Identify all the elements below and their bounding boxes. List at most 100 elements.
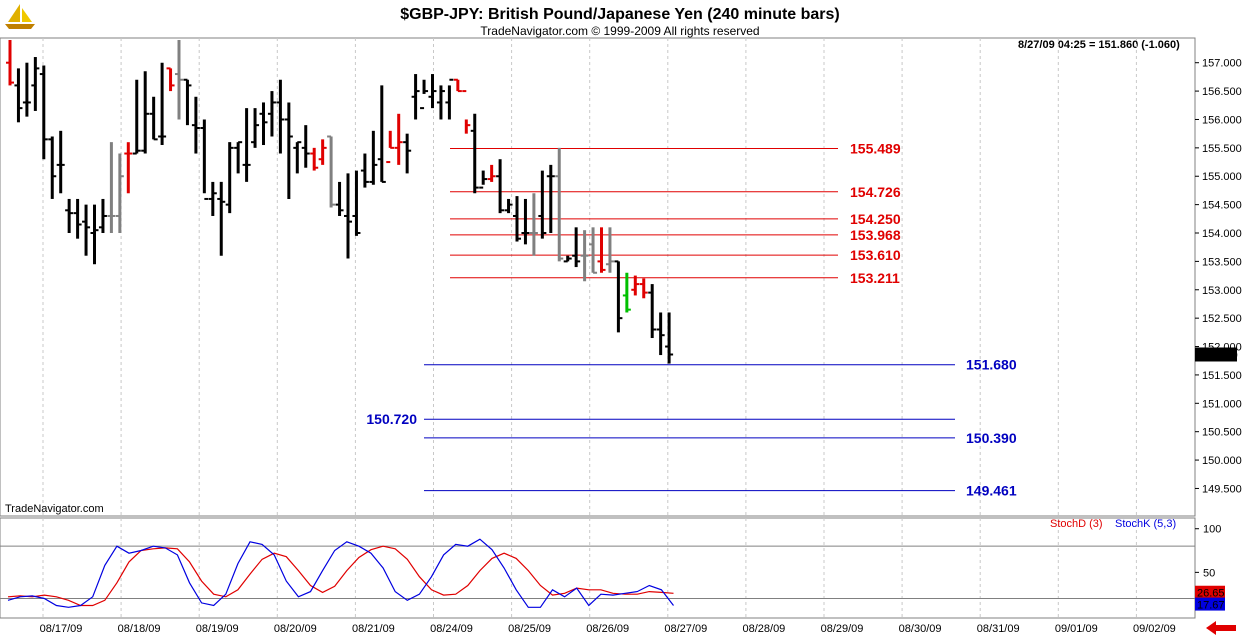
x-tick-label: 08/31/09: [977, 623, 1020, 635]
ohlc-bar: [73, 198, 82, 239]
ohlc-bar: [208, 181, 217, 216]
ohlc-bar: [141, 71, 150, 154]
level-label: 154.726: [850, 184, 901, 200]
grid: [42, 38, 1137, 516]
ohlc-bar: [369, 130, 378, 185]
ohlc-bar: [487, 164, 496, 182]
ohlc-bar: [563, 255, 572, 263]
ohlc-bar: [665, 312, 674, 364]
y-tick-label: 155.000: [1202, 171, 1242, 183]
y-tick-label: 155.500: [1202, 143, 1242, 155]
y-tick-label: 157.000: [1202, 58, 1242, 70]
level-label: 153.968: [850, 227, 901, 243]
ohlc-bar: [310, 147, 319, 171]
ohlc-bar: [31, 57, 40, 111]
ohlc-bar: [529, 193, 538, 256]
x-tick-label: 08/26/09: [586, 623, 629, 635]
x-tick-label: 08/18/09: [118, 623, 161, 635]
ohlc-bar: [360, 153, 369, 188]
chart-title: $GBP-JPY: British Pound/Japanese Yen (24…: [400, 6, 840, 23]
watermark: TradeNavigator.com: [5, 503, 104, 515]
date-axis: 08/17/09 08/18/09 08/19/09 08/20/09 08/21/09…: [40, 623, 1176, 635]
ohlc-bar: [445, 78, 454, 120]
ohlc-bar: [453, 78, 462, 93]
level-label: 153.610: [850, 247, 901, 263]
y-tick-label: 150.000: [1202, 455, 1242, 467]
price-axis: 149.500150.000150.500151.000151.500152.0…: [1195, 58, 1242, 495]
ohlc-bar: [259, 102, 268, 146]
level-label: 153.211: [850, 270, 900, 286]
x-tick-label: 08/28/09: [742, 623, 785, 635]
ohlc-bar: [251, 108, 260, 148]
ohlc-bar: [301, 125, 310, 168]
last-value-label: 26.65: [1197, 588, 1225, 600]
ohlc-bar: [242, 108, 251, 182]
y-tick-label: 156.500: [1202, 86, 1242, 98]
level-label: 154.250: [850, 211, 901, 227]
ohlc-bar: [200, 119, 209, 200]
x-tick-label: 09/01/09: [1055, 623, 1098, 635]
last-price-label: 151.860: [1198, 349, 1238, 361]
ohlc-bar: [284, 102, 293, 199]
ohlc-bar: [335, 181, 344, 216]
indicator-panel: [0, 517, 1196, 619]
ohlc-bar: [521, 198, 530, 245]
level-label: 155.489: [850, 140, 901, 156]
ohlc-bar: [589, 227, 598, 274]
x-tick-label: 08/25/09: [508, 623, 551, 635]
x-tick-label: 08/24/09: [430, 623, 473, 635]
ohlc-bar: [90, 204, 99, 265]
ohlc-bar: [580, 230, 589, 282]
ohlc-bar: [377, 85, 386, 183]
copyright-text: TradeNavigator.com © 1999-2009 All right…: [480, 24, 759, 38]
ohlc-bar: [183, 78, 192, 126]
ohlc-bar: [39, 65, 48, 160]
ohlc-bar: [656, 312, 665, 356]
ohlc-bar: [318, 139, 327, 165]
ohlc-bar: [605, 227, 614, 273]
legend-stochk: StochK (5,3): [1115, 518, 1176, 530]
x-tick-label: 08/17/09: [40, 623, 83, 635]
ohlc-bar: [403, 133, 412, 174]
ohlc-bar: [428, 74, 437, 109]
ohlc-bar: [386, 130, 395, 164]
ohlc-bar: [217, 181, 226, 256]
stochastic-lines: [7, 538, 674, 608]
ohlc-bar: [546, 164, 555, 234]
logo-icon: [5, 4, 35, 29]
ohlc-bar: [462, 90, 471, 134]
level-label: 150.390: [966, 430, 1017, 446]
ohlc-bar: [124, 142, 133, 194]
ohlc-bar: [166, 67, 175, 92]
ohlc-bar: [132, 79, 141, 155]
x-tick-label: 08/20/09: [274, 623, 317, 635]
ohlc-bar: [82, 204, 91, 256]
ohlc-bar: [597, 227, 606, 273]
y-tick-label: 154.500: [1202, 200, 1242, 212]
ohlc-bar: [648, 284, 657, 339]
ohlc-bar: [56, 130, 65, 194]
left-arrow-icon[interactable]: [1200, 620, 1242, 637]
ohlc-bar: [614, 260, 623, 333]
level-label: 150.720: [366, 411, 417, 427]
stochk-line: [7, 538, 674, 608]
ohlc-bar: [48, 136, 57, 199]
y-tick-label: 149.500: [1202, 483, 1242, 495]
y-tick-label: 153.500: [1202, 256, 1242, 268]
ohlc-bar: [352, 170, 361, 236]
ohlc-bar: [411, 74, 420, 120]
y-tick-label: 154.000: [1202, 228, 1242, 240]
ohlc-bar: [639, 278, 648, 299]
y-tick-label: 152.500: [1202, 313, 1242, 325]
y-tick-label: 156.000: [1202, 114, 1242, 126]
ohlc-bar: [394, 113, 403, 165]
ohlc-bar: [65, 198, 74, 234]
level-label: 149.461: [966, 483, 1017, 499]
x-tick-label: 08/21/09: [352, 623, 395, 635]
y-tick-label: 100: [1203, 524, 1221, 536]
ohlc-bar: [327, 135, 336, 208]
ohlc-bar: [572, 227, 581, 268]
